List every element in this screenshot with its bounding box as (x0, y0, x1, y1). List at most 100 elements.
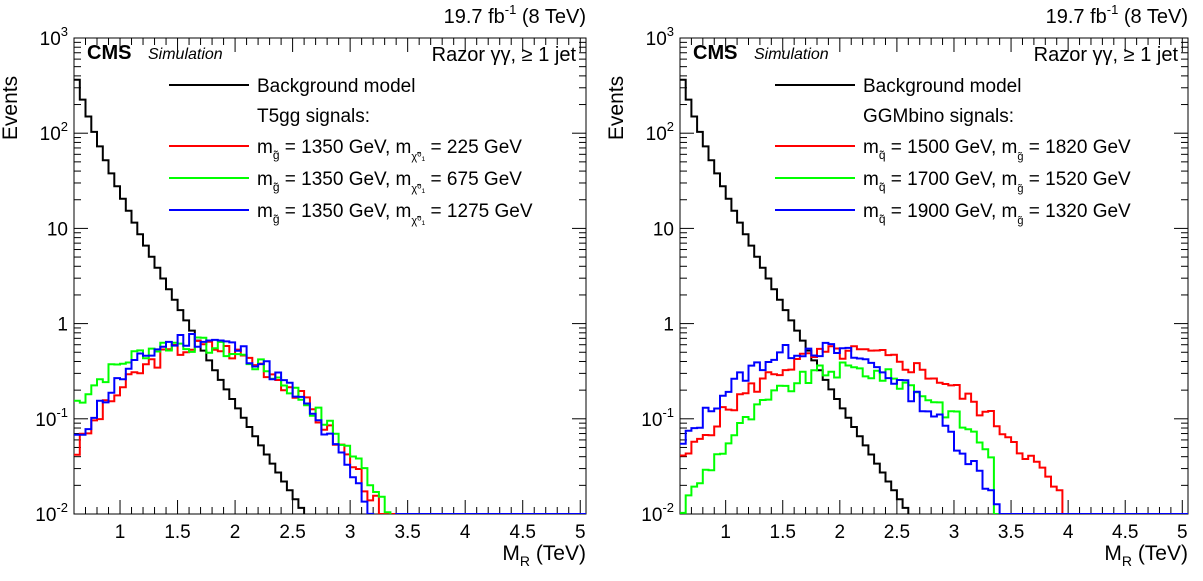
signal-histogram-1 (680, 345, 1188, 514)
legend-mass-text: = 1700 GeV, m (886, 169, 1018, 190)
legend-mass-text: = 1900 GeV, m (886, 201, 1018, 222)
x-axis-title: MR (TeV) (1104, 542, 1188, 569)
legend-mass-subscript: q̃ (879, 180, 886, 194)
y-tick-exponent: -2 (56, 500, 68, 515)
x-tick-label: 4.5 (510, 522, 536, 543)
y-tick-label: 1 (57, 315, 68, 336)
x-tick-label: 2.5 (279, 522, 305, 543)
legend-mass-end: = 225 GeV (425, 137, 522, 158)
x-axis-title-main: M (502, 542, 520, 565)
legend-mass-subscript: g̃ (273, 212, 280, 226)
x-tick-label: 2.5 (884, 522, 910, 543)
x-axis-title-sub: R (1122, 553, 1132, 569)
y-tick-label: 10-2 (641, 500, 674, 526)
x-axis-title-unit: (TeV) (1138, 542, 1188, 565)
background-model-histogram (680, 78, 1188, 514)
legend-label-signal-3: mq̃ = 1900 GeV, mg̃ = 1320 GeV (863, 201, 1131, 227)
y-tick-label: 10 (653, 219, 674, 240)
y-tick-label: 103 (646, 24, 674, 50)
signal-histogram-1 (74, 339, 586, 514)
lumi-value: 19.7 fb (1046, 6, 1107, 28)
legend-label-signal-1: mq̃ = 1500 GeV, mg̃ = 1820 GeV (863, 137, 1131, 163)
x-tick-label: 5 (575, 522, 586, 543)
y-tick-exponent: 2 (61, 119, 68, 134)
legend-mass-subscript: g̃ (273, 180, 280, 194)
y-tick-label: 10 (47, 219, 68, 240)
y-tick-label: 102 (40, 119, 68, 145)
y-tick-base: 10 (646, 124, 667, 145)
selection-label: Razor γγ, ≥ 1 jet (432, 44, 577, 66)
legend-mass-text: = 1350 GeV, m (280, 169, 412, 190)
legend-mass-text: = 1350 GeV, m (280, 137, 412, 158)
x-tick-label: 4 (1063, 522, 1074, 543)
y-tick-base: 10 (641, 410, 662, 431)
legend-mass-end: = 1275 GeV (425, 201, 533, 222)
simulation-label: Simulation (148, 46, 223, 63)
y-tick-exponent: -1 (56, 405, 68, 420)
y-tick-base: 1 (663, 315, 674, 336)
simulation-label: Simulation (754, 46, 829, 63)
y-tick-exponent: 3 (61, 24, 68, 39)
x-tick-label: 3.5 (998, 522, 1024, 543)
x-tick-label: 3 (345, 522, 356, 543)
lumi-exponent: -1 (1107, 2, 1119, 17)
cms-label: CMS (693, 42, 737, 64)
chart-panel-2: 1 1.5 2 2.5 3 3.5 4 4.5 510-210-1110102103Events… (605, 2, 1189, 569)
y-tick-base: 10 (35, 410, 56, 431)
y-tick-label: 103 (40, 24, 68, 50)
y-axis-title: Events (0, 76, 22, 140)
legend-mass-end: = 1320 GeV (1024, 201, 1132, 222)
x-tick-label: 3 (949, 522, 960, 543)
legend-mass-subscript: g̃ (273, 148, 280, 162)
x-tick-label: 2 (835, 522, 846, 543)
legend-mass-symbol: m (863, 137, 879, 158)
y-tick-base: 1 (57, 315, 68, 336)
legend-label-signal-2: mq̃ = 1700 GeV, mg̃ = 1520 GeV (863, 169, 1131, 195)
x-axis-title-main: M (1104, 542, 1122, 565)
lumi-label: 19.7 fb-1 (8 TeV) (1046, 2, 1188, 28)
x-axis-title: MR (TeV) (502, 542, 586, 569)
legend-mass-subscript-2: χ̃⁰₁ (411, 215, 425, 227)
legend-mass-symbol: m (863, 169, 879, 190)
legend-mass-end: = 1820 GeV (1024, 137, 1132, 158)
lumi-value: 19.7 fb (444, 6, 505, 28)
legend-label-background: Background model (863, 76, 1021, 97)
legend-mass-end: = 1520 GeV (1024, 169, 1132, 190)
energy-label: (8 TeV) (522, 6, 586, 28)
y-tick-label: 10-1 (35, 405, 68, 431)
x-tick-label: 5 (1177, 522, 1188, 543)
lumi-exponent: -1 (505, 2, 517, 17)
x-tick-label: 1.5 (770, 522, 796, 543)
legend-mass-text: = 1350 GeV, m (280, 201, 412, 222)
signal-histogram-3 (680, 341, 1188, 514)
legend-mass-subscript-2: χ̃⁰₁ (411, 183, 425, 195)
legend-mass-subscript-2: g̃ (1017, 215, 1023, 227)
legend-mass-subscript-2: g̃ (1017, 151, 1023, 163)
x-tick-label: 1 (115, 522, 126, 543)
x-tick-label: 1.5 (164, 522, 190, 543)
legend-mass-end: = 675 GeV (425, 169, 522, 190)
y-tick-base: 10 (641, 505, 662, 526)
y-tick-base: 10 (646, 29, 667, 50)
legend-mass-symbol: m (863, 201, 879, 222)
y-axis-title: Events (605, 76, 628, 140)
legend-label-signal-1: mg̃ = 1350 GeV, mχ̃⁰₁ = 225 GeV (257, 137, 522, 163)
legend-label-signal-2: mg̃ = 1350 GeV, mχ̃⁰₁ = 675 GeV (257, 169, 522, 195)
y-tick-exponent: -2 (662, 500, 674, 515)
legend-header: GGMbino signals: (863, 106, 1014, 127)
x-axis-title-sub: R (520, 553, 530, 569)
y-tick-label: 102 (646, 119, 674, 145)
legend-mass-subscript: q̃ (879, 148, 886, 162)
y-tick-base: 10 (40, 124, 61, 145)
signal-histogram-3 (74, 333, 586, 514)
y-tick-label: 1 (663, 315, 674, 336)
legend-label-signal-3: mg̃ = 1350 GeV, mχ̃⁰₁ = 1275 GeV (257, 201, 533, 227)
y-tick-base: 10 (47, 219, 68, 240)
legend-mass-subscript-2: g̃ (1017, 183, 1023, 195)
background-model-histogram (74, 78, 586, 514)
x-axis-title-unit: (TeV) (536, 542, 586, 565)
y-tick-label: 10-1 (641, 405, 674, 431)
x-tick-label: 4.5 (1112, 522, 1138, 543)
